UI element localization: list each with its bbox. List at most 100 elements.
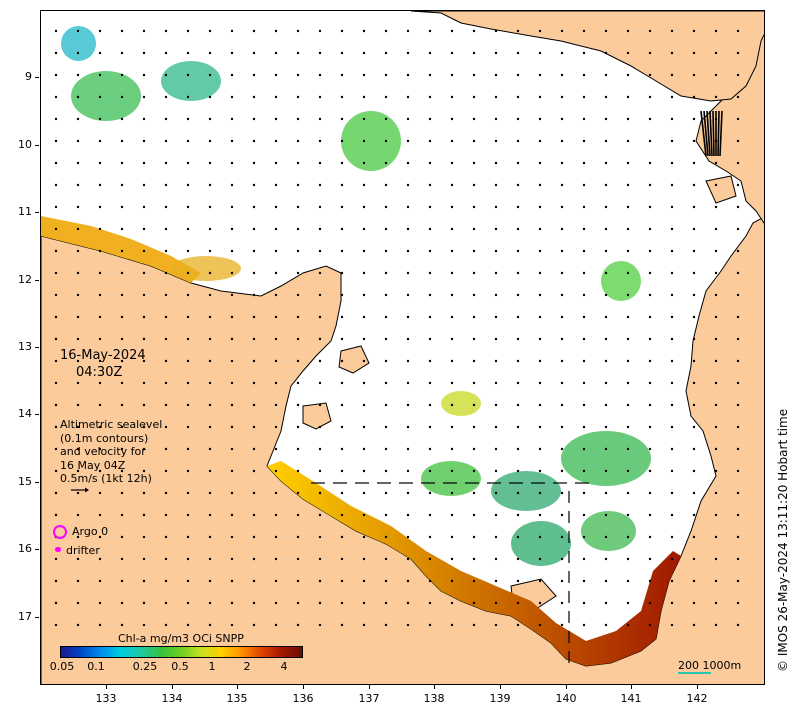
velocity-vector (76, 337, 80, 341)
velocity-vector (494, 381, 498, 385)
velocity-vector (450, 403, 454, 407)
velocity-vector (626, 623, 630, 627)
velocity-vector (706, 110, 711, 157)
velocity-vector (362, 315, 366, 319)
velocity-vector (494, 315, 498, 319)
velocity-vector (626, 359, 630, 363)
velocity-vector (54, 557, 58, 561)
velocity-vector (120, 95, 124, 99)
map-frame[interactable] (40, 10, 765, 685)
velocity-vector (560, 491, 564, 495)
velocity-vector (428, 337, 432, 341)
velocity-vector (120, 117, 124, 121)
chlorophyll-patch (601, 261, 641, 301)
velocity-vector (186, 161, 190, 165)
velocity-vector (164, 447, 168, 451)
velocity-vector (76, 95, 80, 99)
velocity-vector (98, 271, 102, 275)
velocity-vector (648, 623, 652, 627)
velocity-vector (186, 535, 190, 539)
velocity-vector (230, 381, 234, 385)
velocity-vector (142, 249, 146, 253)
velocity-vector (604, 227, 608, 231)
velocity-vector (362, 601, 366, 605)
velocity-vector (714, 491, 718, 495)
velocity-vector (736, 249, 740, 253)
velocity-vector (120, 491, 124, 495)
velocity-vector (516, 381, 520, 385)
velocity-vector (98, 557, 102, 561)
velocity-vector (164, 161, 168, 165)
velocity-vector (692, 579, 696, 583)
velocity-vector (648, 271, 652, 275)
velocity-vector (296, 29, 300, 33)
velocity-vector (230, 425, 234, 429)
velocity-vector (76, 381, 80, 385)
velocity-vector (450, 95, 454, 99)
velocity-vector (472, 293, 476, 297)
velocity-vector (54, 227, 58, 231)
velocity-vector (54, 95, 58, 99)
velocity-vector (406, 73, 410, 77)
velocity-vector (54, 425, 58, 429)
velocity-vector (296, 425, 300, 429)
velocity-vector (274, 249, 278, 253)
velocity-vector (362, 381, 366, 385)
velocity-vector (516, 51, 520, 55)
velocity-vector (230, 161, 234, 165)
velocity-vector (582, 403, 586, 407)
velocity-vector (538, 601, 542, 605)
velocity-vector (252, 535, 256, 539)
velocity-vector (736, 623, 740, 627)
latitude-tick-label: 10 (8, 138, 39, 151)
velocity-vector (604, 381, 608, 385)
velocity-vector (274, 403, 278, 407)
velocity-vector (472, 227, 476, 231)
velocity-vector (186, 557, 190, 561)
velocity-vector (494, 51, 498, 55)
velocity-vector (604, 403, 608, 407)
velocity-vector (120, 601, 124, 605)
velocity-vector (340, 535, 344, 539)
velocity-vector (164, 95, 168, 99)
velocity-vector (318, 29, 322, 33)
velocity-vector (208, 425, 212, 429)
velocity-vector (648, 315, 652, 319)
velocity-vector (274, 293, 278, 297)
velocity-vector (516, 425, 520, 429)
velocity-vector (428, 293, 432, 297)
velocity-vector (340, 491, 344, 495)
velocity-vector (296, 271, 300, 275)
velocity-vector (296, 491, 300, 495)
velocity-vector (384, 623, 388, 627)
velocity-vector (692, 491, 696, 495)
velocity-vector (340, 513, 344, 517)
velocity-vector (516, 557, 520, 561)
velocity-vector (274, 117, 278, 121)
velocity-vector (648, 447, 652, 451)
velocity-vector (560, 601, 564, 605)
velocity-vector (186, 359, 190, 363)
velocity-vector (296, 205, 300, 209)
velocity-vector (340, 315, 344, 319)
velocity-vector (164, 403, 168, 407)
velocity-vector (76, 161, 80, 165)
velocity-vector (670, 117, 674, 121)
velocity-vector (76, 139, 80, 143)
chlorophyll-map[interactable] (41, 11, 765, 685)
velocity-vector (736, 315, 740, 319)
velocity-vector (384, 579, 388, 583)
velocity-vector (120, 29, 124, 33)
velocity-vector (450, 381, 454, 385)
land (41, 11, 764, 684)
velocity-vector (208, 359, 212, 363)
velocity-vector (120, 227, 124, 231)
velocity-vector (538, 381, 542, 385)
velocity-vector (406, 469, 410, 473)
velocity-vector (142, 579, 146, 583)
velocity-vector (560, 205, 564, 209)
velocity-vector (670, 95, 674, 99)
velocity-vector (142, 161, 146, 165)
velocity-vector (538, 579, 542, 583)
velocity-vector (54, 337, 58, 341)
